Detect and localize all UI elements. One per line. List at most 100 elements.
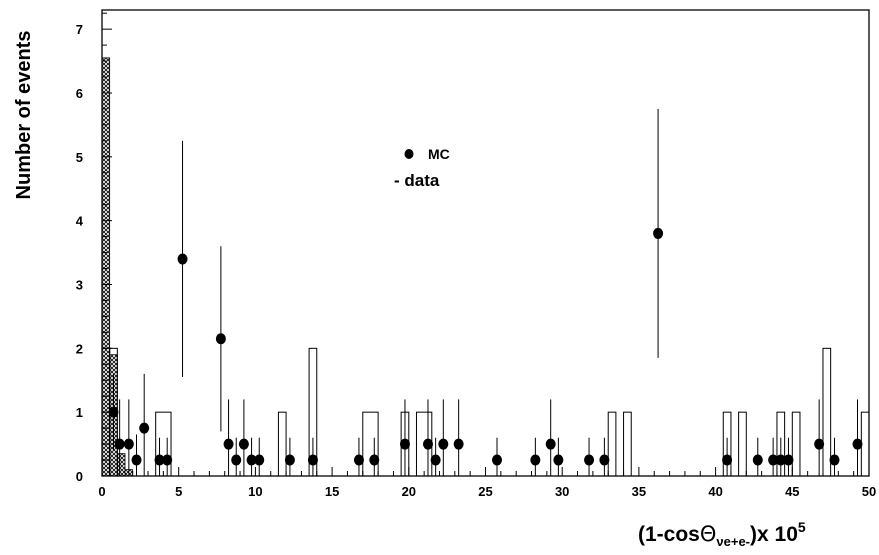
mc-points [108, 108, 863, 476]
mc-point-marker [139, 422, 150, 434]
mc-point-20 [430, 437, 441, 476]
mc-point-27 [584, 437, 595, 476]
x-tick-label: 35 [632, 484, 646, 499]
mc-point-marker [438, 438, 449, 450]
data-bin-14 [822, 347, 832, 477]
mc-point-marker [814, 438, 825, 450]
y-axis: 0 1 2 3 4 5 6 7 [76, 12, 112, 484]
y-axis-title: Number of events [13, 31, 35, 200]
data-bin-2 [155, 411, 172, 477]
legend-data-label: - data [394, 171, 440, 190]
mc-point-18 [399, 399, 410, 476]
x-tick-label: 50 [862, 484, 876, 499]
mc-point-marker [584, 454, 595, 466]
legend-mc-marker [404, 149, 414, 159]
mc-point-marker [752, 454, 763, 466]
mc-point-35 [814, 399, 825, 476]
mc-point-marker [254, 454, 265, 466]
mc-point-marker [114, 438, 125, 450]
x-axis: 0 5 10 15 20 25 30 35 40 45 50 [98, 467, 876, 499]
mc-point-marker [369, 454, 380, 466]
data-bin-13 [791, 411, 801, 477]
mc-point-36 [829, 437, 840, 476]
mc-point-marker [307, 454, 318, 466]
mc-point-marker [852, 438, 863, 450]
mc-point-marker [215, 333, 226, 345]
mc-point-9 [223, 399, 234, 476]
data-bin-9 [623, 411, 632, 477]
mc-point-28 [599, 437, 610, 476]
y-tick-label: 2 [76, 341, 83, 356]
plot-frame [101, 9, 870, 477]
x-tick-label: 25 [478, 484, 492, 499]
data-bin-11 [738, 411, 747, 477]
mc-point-marker [422, 438, 433, 450]
mc-point-marker [599, 454, 610, 466]
mc-point-marker [177, 253, 188, 265]
mc-point-12 [246, 437, 257, 476]
mc-point-marker [399, 438, 410, 450]
mc-point-5 [154, 437, 165, 476]
x-tick-label: 0 [98, 484, 105, 499]
mc-point-marker [775, 454, 786, 466]
mc-point-6 [162, 437, 173, 476]
x-tick-label: 15 [325, 484, 339, 499]
mc-point-marker [231, 454, 242, 466]
mc-point-8 [215, 246, 226, 432]
mc-point-marker [284, 454, 295, 466]
mc-point-marker [108, 406, 119, 418]
mc-point-marker [768, 454, 779, 466]
mc-point-marker [829, 454, 840, 466]
mc-point-marker [530, 454, 541, 466]
mc-point-25 [545, 399, 556, 476]
mc-point-marker [492, 454, 503, 466]
mc-point-marker [246, 454, 257, 466]
mc-point-21 [438, 399, 449, 476]
y-tick-label: 1 [76, 405, 83, 420]
y-tick-label: 4 [76, 214, 84, 229]
legend: MC - data [394, 146, 450, 190]
y-tick-label: 3 [76, 277, 83, 292]
x-tick-label: 30 [555, 484, 569, 499]
mc-point-marker [223, 438, 234, 450]
mc-point-31 [752, 437, 763, 476]
mc-point-marker [154, 454, 165, 466]
mc-point-marker [453, 438, 464, 450]
x-axis-title: (1-cosΘνe+e-)x 105 [638, 519, 806, 549]
mc-point-marker [553, 454, 564, 466]
mc-point-32 [768, 437, 779, 476]
mc-point-33 [775, 437, 786, 476]
x-tick-label: 10 [248, 484, 262, 499]
mc-hatched-bin-2 [116, 453, 126, 477]
data-bin-5 [362, 411, 379, 477]
x-tick-label: 5 [175, 484, 182, 499]
mc-point-24 [530, 437, 541, 476]
mc-point-34 [783, 437, 794, 476]
mc-point-marker [353, 454, 364, 466]
mc-point-4 [139, 373, 150, 476]
data-bin-3 [277, 411, 287, 477]
mc-point-17 [369, 437, 380, 476]
mc-point-23 [492, 437, 503, 476]
data-bin-8 [607, 411, 617, 477]
mc-point-0 [108, 373, 119, 451]
mc-point-3 [131, 434, 142, 476]
mc-point-marker [123, 438, 134, 450]
x-tick-label: 40 [708, 484, 722, 499]
mc-point-22 [453, 399, 464, 476]
legend-mc-label: MC [428, 146, 450, 162]
mc-point-marker [162, 454, 173, 466]
mc-point-37 [852, 399, 863, 476]
mc-point-marker [430, 454, 441, 466]
mc-point-2 [123, 399, 134, 476]
mc-point-19 [422, 399, 433, 476]
mc-point-7 [177, 140, 188, 378]
mc-point-11 [238, 399, 249, 476]
mc-point-30 [722, 437, 733, 476]
data-histogram [101, 347, 870, 477]
mc-point-10 [231, 437, 242, 476]
x-tick-label: 45 [785, 484, 799, 499]
x-tick-label: 20 [402, 484, 416, 499]
mc-point-29 [653, 108, 664, 358]
